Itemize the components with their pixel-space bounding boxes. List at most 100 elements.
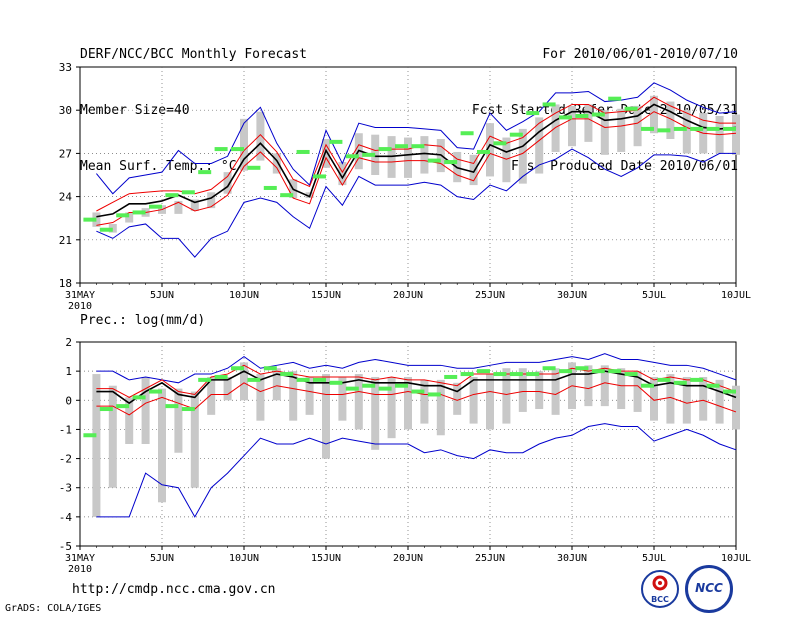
y-tick-label: 21 [59, 234, 72, 247]
climatology-mark [181, 190, 195, 195]
x-tick-label: 31MAY [65, 290, 95, 301]
spread-box [617, 108, 626, 152]
climatology-mark [362, 383, 376, 388]
climatology-mark [165, 193, 179, 198]
climatology-mark [149, 389, 162, 394]
spread-box [453, 382, 462, 415]
climatology-mark [673, 380, 687, 385]
spread-box [469, 376, 478, 424]
climatology-mark [83, 433, 97, 438]
y-tick-label: 30 [59, 104, 72, 117]
spread-box [190, 199, 199, 211]
climatology-mark [313, 174, 326, 179]
spread-box [174, 200, 183, 214]
spread-box [650, 376, 658, 421]
x-tick-label: 5JUL [642, 290, 666, 301]
climatology-mark [477, 149, 490, 154]
climatology-mark [575, 113, 589, 118]
spread-box [518, 128, 527, 184]
climatology-mark [608, 96, 622, 101]
spread-box [617, 368, 626, 410]
spread-box [584, 365, 593, 407]
spread-box [633, 371, 642, 412]
spread-box [272, 368, 281, 401]
climatology-mark [313, 377, 326, 382]
y-tick-label: -5 [59, 540, 72, 553]
y-tick-label: 24 [59, 191, 73, 204]
x-tick-label: 25JUN [475, 553, 505, 564]
y-tick-label: 2 [65, 336, 72, 349]
spread-box [108, 385, 117, 488]
spread-box [502, 137, 511, 183]
climatology-mark [509, 132, 523, 137]
climatology-mark [690, 126, 704, 131]
y-tick-label: 1 [65, 365, 72, 378]
climatology-mark [657, 128, 671, 133]
climatology-mark [427, 158, 441, 163]
climatology-mark [673, 126, 687, 131]
spread-box [92, 374, 101, 517]
climatology-mark [477, 369, 490, 374]
climatology-mark [460, 131, 474, 136]
ncc-logo: NCC [685, 565, 733, 613]
spread-box [158, 388, 166, 503]
climatology-mark [99, 407, 113, 412]
climatology-mark [231, 366, 244, 371]
x-tick-label: 10JUL [721, 290, 751, 301]
climatology-mark [132, 395, 146, 400]
bcc-logo-label: BCC [651, 595, 669, 604]
y-tick-label: -2 [59, 453, 72, 466]
spread-box [289, 371, 298, 421]
x-tick-year-label: 2010 [68, 301, 92, 312]
climatology-mark [706, 126, 720, 131]
x-tick-label: 25JUN [475, 290, 505, 301]
climatology-mark [395, 383, 408, 388]
climatology-mark [198, 377, 212, 382]
climatology-mark [247, 377, 261, 382]
climatology-mark [345, 386, 359, 391]
climatology-mark [444, 374, 458, 379]
spread-box [666, 374, 675, 424]
climatology-mark [345, 154, 359, 159]
ensemble-max-line [96, 353, 737, 384]
climatology-mark [296, 377, 310, 382]
spread-box [322, 374, 330, 459]
y-tick-label: 18 [59, 277, 72, 290]
spread-box [535, 371, 544, 410]
climatology-mark [690, 377, 704, 382]
climatology-mark [624, 106, 638, 111]
spread-box [699, 376, 708, 421]
climatology-mark [575, 366, 589, 371]
climatology-mark [542, 102, 556, 107]
climatology-mark [214, 374, 228, 379]
spread-box [223, 172, 232, 194]
ensemble-min-line [96, 148, 736, 258]
spread-box [141, 376, 150, 444]
climatology-mark [723, 126, 736, 131]
spread-box [207, 376, 216, 415]
climatology-mark [509, 372, 523, 377]
climatology-mark [198, 170, 212, 175]
x-tick-label: 10JUL [721, 553, 751, 564]
y-tick-label: -4 [59, 511, 73, 524]
grads-credit: GrADS: COLA/IGES [5, 603, 102, 614]
forecast-period-label: For 2010/06/01-2010/07/10 [542, 47, 738, 62]
spread-box [404, 137, 412, 178]
climatology-mark [214, 147, 228, 152]
spread-box [650, 95, 658, 134]
climatology-mark [591, 112, 605, 117]
x-tick-label: 15JUN [311, 553, 341, 564]
spread-box [436, 379, 445, 436]
climatology-mark [116, 213, 130, 218]
x-tick-label: 20JUN [393, 553, 423, 564]
climatology-mark [362, 152, 376, 157]
spread-box [338, 376, 347, 421]
spread-box [600, 365, 609, 407]
spread-box [223, 376, 232, 401]
spread-box [518, 368, 527, 412]
spread-box [404, 376, 412, 430]
spread-box [305, 376, 314, 415]
y-tick-label: 33 [59, 61, 72, 74]
